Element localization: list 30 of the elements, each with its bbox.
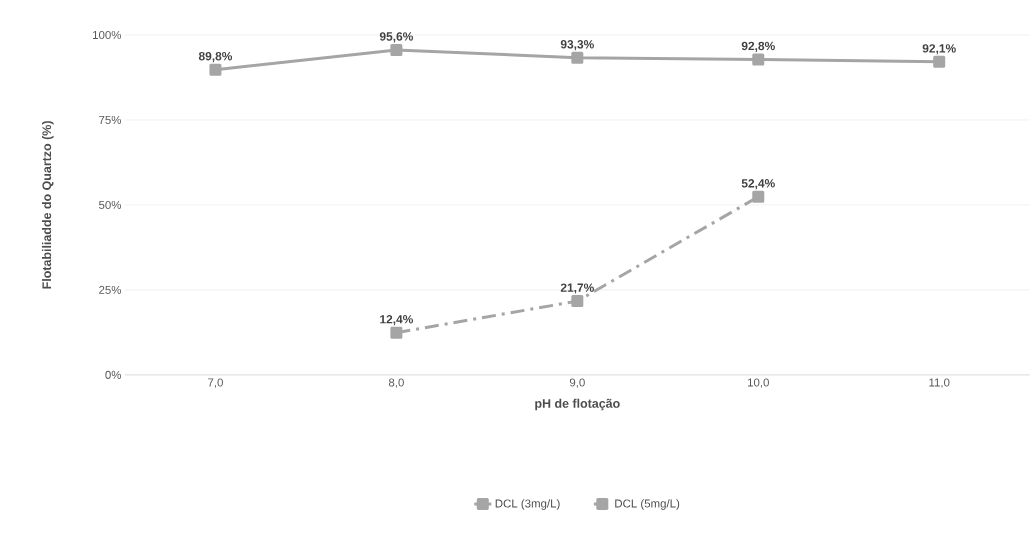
point <box>752 53 765 66</box>
data-label: 92,1% <box>922 44 956 55</box>
y-tick-label: 50% <box>98 200 122 210</box>
data-label: 92,8% <box>741 41 775 53</box>
legend-label: DCL (3mg/L) <box>495 499 560 510</box>
x-axis-title: pH de flotação <box>535 398 620 411</box>
x-tick-label: 11,0 <box>929 378 950 388</box>
x-tick-label: 10,0 <box>748 378 769 388</box>
data-label: 93,3% <box>560 40 594 51</box>
point <box>390 326 403 339</box>
y-tick-label: 100% <box>93 31 122 40</box>
point <box>933 55 946 68</box>
data-label: 52,4% <box>741 179 775 190</box>
data-label: 21,7% <box>560 283 594 294</box>
y-tick-label: 25% <box>99 285 122 295</box>
data-label: 95,6% <box>379 32 414 43</box>
point <box>571 51 584 64</box>
point <box>209 63 222 76</box>
x-tick-label: 8,0 <box>388 378 404 388</box>
point <box>571 295 584 308</box>
x-tick-label: 9,0 <box>569 378 585 388</box>
legend-label: DCL (5mg/L) <box>615 499 680 510</box>
point <box>390 44 403 57</box>
y-tick-label: 0% <box>105 370 122 380</box>
x-tick-label: 7,0 <box>208 378 223 388</box>
y-tick-label: 75% <box>99 116 122 125</box>
data-label: 12,4% <box>380 315 414 326</box>
y-axis-title: Flotabiliadde do Quartzo (%) <box>41 121 54 289</box>
data-label: 89,8% <box>198 52 233 63</box>
point <box>752 190 765 203</box>
